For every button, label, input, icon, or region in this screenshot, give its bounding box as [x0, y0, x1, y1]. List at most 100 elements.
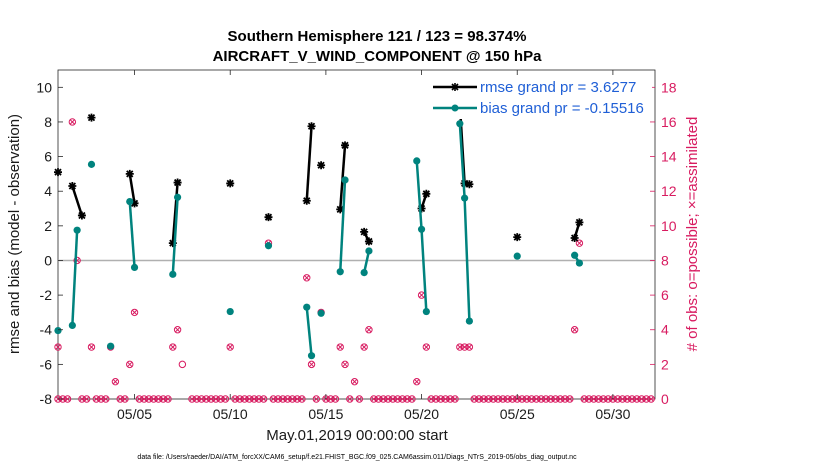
obs-assimilated-marker: [605, 396, 611, 402]
bias-point: [73, 226, 81, 234]
rmse-point: [575, 218, 584, 227]
obs-assimilated-marker: [595, 396, 602, 402]
obs-possible-marker: [575, 239, 584, 247]
rmse-line: [71, 185, 84, 216]
obs-possible-marker: [393, 395, 402, 403]
obs-possible-marker: [350, 377, 359, 386]
y2-axis-label: # of obs: o=possible; ×=assimilated: [684, 117, 701, 352]
obs-possible-marker: [73, 256, 81, 265]
obs-possible-marker: [212, 395, 220, 403]
obs-possible-marker: [63, 395, 72, 403]
x-axis-label: May.01,2019 00:00:00 start: [266, 427, 448, 444]
obs-possible-marker: [360, 343, 368, 351]
obs-assimilated-marker: [634, 396, 640, 402]
rmse-point: [422, 189, 431, 198]
obs-possible-marker: [312, 395, 321, 403]
obs-possible-marker: [178, 360, 187, 369]
rmse-point: [336, 205, 345, 214]
obs-assimilated-marker: [471, 396, 477, 402]
obs-assimilated-marker: [552, 396, 559, 402]
bias-point: [417, 225, 426, 233]
rmse-line: [305, 126, 313, 201]
obs-assimilated-marker: [447, 396, 453, 402]
obs-assimilated-marker: [548, 396, 554, 402]
x-tick-label: 05/20: [404, 406, 439, 422]
obs-possible-marker: [642, 395, 651, 403]
obs-assimilated-marker: [103, 396, 109, 402]
obs-possible-marker: [159, 395, 167, 403]
obs-assimilated-marker: [256, 396, 262, 402]
obs-assimilated-marker: [390, 396, 396, 402]
obs-assimilated-marker: [528, 396, 535, 402]
bias-point: [54, 327, 62, 335]
obs-possible-marker: [408, 395, 416, 403]
bias-point: [264, 242, 273, 250]
bias-line: [305, 307, 313, 356]
obs-assimilated-marker: [299, 396, 305, 402]
rmse-point: [130, 199, 139, 208]
obs-possible-marker: [508, 395, 517, 403]
obs-possible-marker: [628, 395, 636, 403]
obs-possible-marker: [102, 395, 110, 403]
obs-assimilated-marker: [371, 396, 377, 402]
bias-point: [360, 268, 368, 277]
obs-possible-marker: [126, 360, 134, 369]
x-tick-label: 05/10: [213, 406, 248, 422]
bias-point: [173, 193, 182, 201]
obs-assimilated-marker: [385, 396, 391, 402]
obs-possible-marker: [250, 395, 258, 403]
x-tick-label: 05/30: [595, 406, 630, 422]
obs-possible-marker: [633, 395, 641, 403]
y2-tick-label: 4: [661, 322, 669, 338]
obs-assimilated-marker: [241, 396, 248, 402]
bias-point: [422, 307, 430, 316]
obs-assimilated-marker: [452, 396, 458, 402]
bias-point: [461, 194, 469, 202]
obs-assimilated-marker: [409, 396, 415, 402]
bias-point: [575, 259, 584, 267]
obs-possible-marker: [255, 395, 263, 403]
obs-possible-marker: [326, 395, 335, 403]
obs-assimilated-marker: [571, 327, 578, 333]
obs-possible-marker: [111, 377, 120, 386]
rmse-point: [570, 233, 579, 242]
obs-possible-marker: [398, 395, 407, 403]
obs-assimilated-marker: [380, 396, 386, 402]
legend-box: [430, 75, 652, 119]
bias-point: [513, 252, 521, 260]
legend: rmse grand pr = 3.6277 bias grand pr = -…: [430, 75, 652, 119]
obs-possible-marker: [599, 395, 608, 403]
bias-line: [338, 179, 347, 272]
obs-possible-marker: [221, 395, 230, 403]
rmse-point: [302, 196, 311, 205]
y2-tick-label: 8: [661, 252, 669, 268]
obs-assimilated-marker: [208, 396, 214, 402]
x-tick-label: 05/25: [500, 406, 535, 422]
obs-assimilated-marker: [399, 396, 406, 402]
y-tick-label: 0: [44, 252, 52, 268]
legend-bias-marker: [451, 104, 459, 112]
y2-tick-label: 0: [661, 391, 669, 407]
obs-possible-marker: [465, 343, 474, 351]
rmse-point: [168, 239, 177, 248]
obs-possible-marker: [489, 395, 498, 403]
obs-assimilated-marker: [165, 396, 171, 402]
obs-possible-marker: [623, 395, 631, 403]
obs-possible-marker: [97, 395, 105, 403]
y2-tick-label: 14: [661, 149, 677, 165]
obs-possible-marker: [551, 395, 560, 403]
obs-assimilated-marker: [313, 396, 319, 402]
obs-assimilated-marker: [543, 396, 549, 402]
obs-assimilated-marker: [509, 396, 516, 402]
rmse-point: [417, 204, 426, 213]
obs-possible-marker: [336, 343, 344, 351]
obs-possible-marker: [532, 395, 541, 403]
obs-possible-marker: [413, 377, 421, 386]
obs-possible-marker: [374, 395, 383, 403]
obs-possible-marker: [484, 395, 493, 403]
obs-possible-marker: [379, 395, 387, 403]
y2-tick-label: 2: [661, 356, 669, 372]
obs-possible-marker: [570, 326, 579, 334]
obs-assimilated-marker: [562, 396, 568, 402]
obs-possible-marker: [207, 395, 215, 403]
